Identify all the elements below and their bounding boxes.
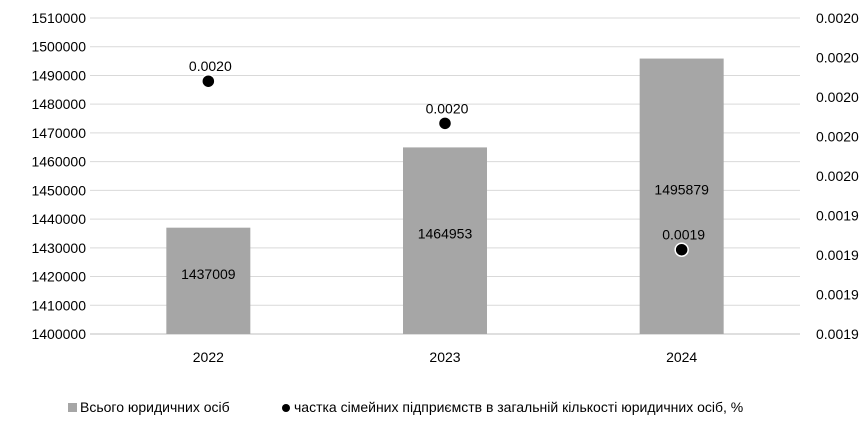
left-tick-label: 1470000 [31, 125, 86, 141]
data-point [201, 73, 216, 89]
left-tick-label: 1410000 [31, 297, 86, 313]
right-tick-label: 0.0020 [816, 168, 859, 184]
bar [166, 227, 251, 334]
point-value-label: 0.0020 [189, 58, 232, 74]
left-tick-label: 1460000 [31, 154, 86, 170]
point-series [201, 73, 689, 257]
point-value-label: 0.0020 [426, 100, 469, 116]
bar [639, 58, 724, 334]
right-axis-ticks: 0.0020 0.0020 0.0020 0.0020 0.0020 0.0019 0.00… [816, 10, 859, 342]
right-tick-label: 0.0019 [816, 326, 859, 342]
bar [403, 147, 487, 334]
x-tick-label: 2023 [429, 349, 460, 365]
legend-point-label: частка сімейних підприємств в загальній … [294, 399, 743, 415]
bar-series [166, 58, 724, 334]
bar-value-label: 1437009 [181, 266, 236, 282]
x-axis-ticks: 2022 2023 2024 [193, 349, 698, 365]
left-tick-label: 1450000 [31, 182, 86, 198]
point-value-label: 0.0019 [662, 227, 705, 243]
left-axis-ticks: 1510000 1500000 1490000 1480000 1470000 14600… [31, 10, 86, 342]
bar-value-label: 1464953 [418, 226, 473, 242]
legend-bar-swatch [68, 403, 77, 412]
legend-bar-label: Всього юридичних осіб [80, 399, 230, 415]
right-tick-label: 0.0020 [816, 50, 859, 66]
legend: Всього юридичних осіб частка сімейних пі… [68, 399, 743, 415]
right-tick-label: 0.0019 [816, 287, 859, 303]
right-tick-label: 0.0020 [816, 10, 859, 26]
right-tick-label: 0.0019 [816, 208, 859, 224]
point-data-labels: 0.0020 0.0020 0.0019 [189, 58, 705, 243]
left-tick-label: 1420000 [31, 269, 86, 285]
left-tick-label: 1430000 [31, 240, 86, 256]
right-tick-label: 0.0019 [816, 247, 859, 263]
bar-data-labels: 1437009 1464953 1495879 [181, 181, 709, 282]
left-tick-label: 1440000 [31, 211, 86, 227]
left-tick-label: 1480000 [31, 96, 86, 112]
right-tick-label: 0.0020 [816, 129, 859, 145]
data-point [437, 116, 453, 131]
legend-point-swatch [282, 404, 290, 412]
right-tick-label: 0.0020 [816, 89, 859, 105]
left-tick-label: 1400000 [31, 326, 86, 342]
left-tick-label: 1500000 [31, 39, 86, 55]
left-tick-label: 1510000 [31, 10, 86, 26]
x-tick-label: 2024 [666, 349, 697, 365]
data-point [674, 242, 689, 257]
left-tick-label: 1490000 [31, 67, 86, 83]
bar-value-label: 1495879 [654, 181, 709, 197]
x-tick-label: 2022 [193, 349, 224, 365]
